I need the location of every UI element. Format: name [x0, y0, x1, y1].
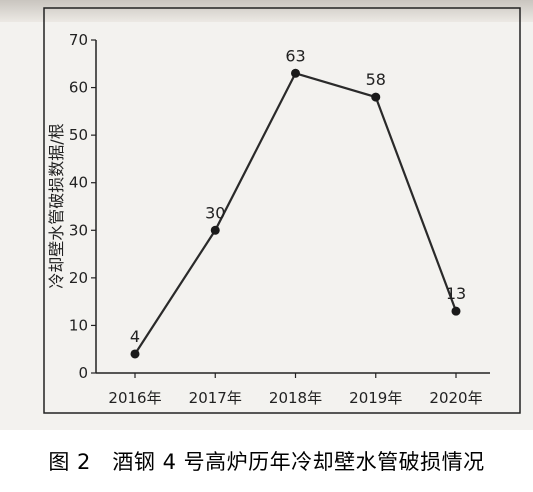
x-tick-label: 2016年	[108, 389, 161, 407]
y-tick-label: 60	[69, 79, 88, 97]
y-tick-label: 10	[69, 316, 88, 334]
x-tick-label: 2020年	[429, 389, 482, 407]
x-tick-label: 2017年	[189, 389, 242, 407]
y-tick-label: 40	[69, 174, 88, 192]
data-label: 63	[285, 46, 305, 65]
x-tick-label: 2018年	[269, 389, 322, 407]
y-axis-label: 冷却壁水管破损数据/根	[47, 123, 66, 288]
plot-border	[43, 7, 521, 414]
data-label: 30	[205, 203, 225, 222]
series-line-group: 4 30 63 58 13	[130, 46, 466, 359]
figure-background	[0, 0, 533, 430]
x-tick-label: 2019年	[349, 389, 402, 407]
y-tick-label: 50	[69, 126, 88, 144]
figure-caption: 图 2 酒钢 4 号高炉历年冷却壁水管破损情况	[48, 450, 485, 474]
series-line	[134, 71, 458, 355]
scan-header-strip	[0, 0, 533, 22]
data-point	[291, 68, 300, 78]
line-chart: 0 10 20 30 40 50 60 70 2016年 2017年 2018年 2019年 2020…	[43, 7, 521, 414]
data-label: 4	[130, 327, 140, 346]
x-axis-ticks: 2016年 2017年 2018年 2019年 2020年	[108, 373, 483, 407]
data-label: 58	[366, 70, 386, 89]
y-tick-label: 0	[78, 364, 88, 382]
y-tick-label: 30	[69, 221, 88, 239]
y-axis-ticks: 0 10 20 30 40 50 60 70	[69, 31, 96, 382]
y-tick-label: 20	[69, 269, 88, 287]
data-label: 13	[446, 284, 466, 303]
data-point	[451, 306, 461, 316]
data-point	[130, 349, 140, 359]
data-point	[210, 225, 220, 235]
y-tick-label: 70	[69, 31, 88, 49]
data-point	[371, 92, 381, 102]
